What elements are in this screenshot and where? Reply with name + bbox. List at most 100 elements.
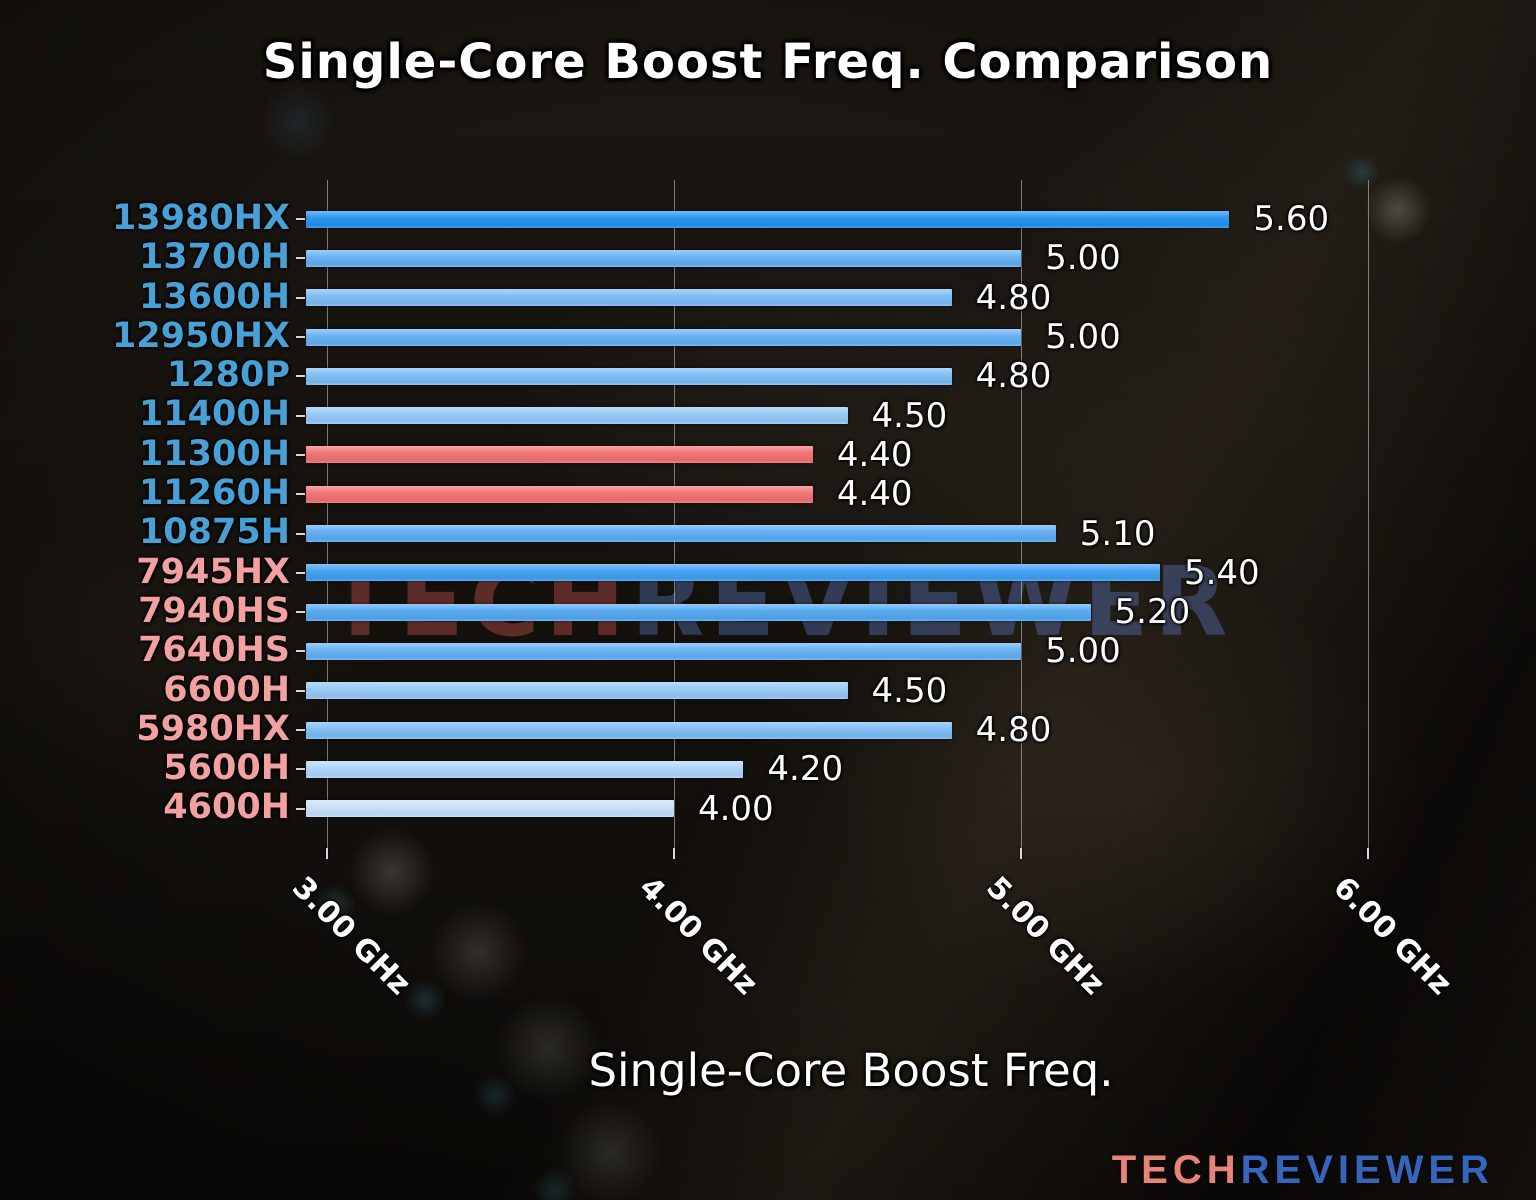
bar-row: 5.40 bbox=[296, 552, 1396, 593]
gridline bbox=[326, 180, 328, 848]
x-tick-mark bbox=[325, 848, 328, 859]
bar-row: 4.40 bbox=[296, 474, 1396, 515]
x-tick-label: 5.00 GHz bbox=[979, 870, 1112, 1002]
y-tick-mark bbox=[296, 729, 305, 731]
cpu-label: 6600H bbox=[163, 669, 290, 710]
brand-logo-reviewer: REVIEWER bbox=[1240, 1148, 1494, 1192]
bar-row: 4.80 bbox=[296, 277, 1396, 318]
y-tick-mark bbox=[296, 414, 305, 417]
frequency-bar bbox=[306, 289, 952, 307]
frequency-bar bbox=[306, 721, 952, 739]
bar-value-label: 5.10 bbox=[1079, 513, 1156, 554]
x-axis-tick-labels: 3.00 GHz 4.00 GHz 5.00 GHz 6.00 GHz bbox=[285, 848, 1458, 1048]
frequency-bar bbox=[306, 525, 1056, 543]
y-tick-mark bbox=[296, 768, 305, 771]
bar-row: 4.80 bbox=[296, 710, 1396, 751]
bar-row: 5.60 bbox=[296, 199, 1396, 240]
cpu-label: 11400H bbox=[138, 394, 290, 435]
cpu-label: 13980HX bbox=[111, 198, 290, 238]
bar-value-label: 4.20 bbox=[767, 749, 844, 790]
frequency-bar bbox=[306, 210, 1230, 228]
x-axis-ticks bbox=[306, 848, 1396, 859]
gridline bbox=[1368, 180, 1370, 848]
frequency-bar bbox=[306, 800, 674, 818]
bar-value-label: 4.50 bbox=[871, 670, 948, 711]
frequency-bar bbox=[306, 328, 1022, 346]
cpu-label: 5980HX bbox=[136, 708, 290, 749]
bars-area: 5.60 5.00 4.80 5.00 4.80 4.50 4.40 4.40 bbox=[296, 180, 1396, 848]
gridlines bbox=[306, 180, 1396, 848]
cpu-label: 7945HX bbox=[136, 551, 290, 592]
brand-logo: TECHREVIEWER bbox=[1112, 1148, 1494, 1193]
cpu-label: 13600H bbox=[138, 276, 290, 317]
bar-row: 4.80 bbox=[296, 356, 1396, 397]
y-tick-mark bbox=[296, 336, 305, 339]
bar-value-label: 5.00 bbox=[1045, 317, 1121, 358]
x-tick-label: 6.00 GHz bbox=[1326, 870, 1459, 1002]
cpu-label: 12950HX bbox=[111, 315, 290, 356]
bar-value-label: 4.50 bbox=[871, 395, 948, 436]
bar-row: 5.00 bbox=[296, 238, 1396, 279]
frequency-bar bbox=[306, 446, 813, 464]
y-tick-mark bbox=[296, 807, 305, 810]
frequency-bar bbox=[306, 760, 744, 778]
cpu-label: 10875H bbox=[138, 512, 290, 553]
bar-row: 4.20 bbox=[296, 749, 1396, 790]
cpu-label: 5600H bbox=[163, 748, 290, 789]
bar-value-label: 4.00 bbox=[697, 788, 774, 829]
bar-row: 4.40 bbox=[296, 434, 1396, 475]
frequency-bar bbox=[306, 367, 952, 385]
x-tick-label: 3.00 GHz bbox=[285, 870, 418, 1002]
bar-row: 4.50 bbox=[296, 670, 1396, 711]
cpu-label: 1280P bbox=[166, 355, 290, 396]
y-tick-mark bbox=[296, 218, 305, 221]
y-tick-mark bbox=[296, 650, 305, 653]
y-tick-mark bbox=[296, 611, 305, 614]
y-tick-mark bbox=[296, 296, 305, 299]
y-tick-mark bbox=[296, 571, 305, 574]
y-tick-mark bbox=[296, 532, 305, 535]
brand-logo-tech: TECH bbox=[1111, 1148, 1241, 1192]
bar-value-label: 5.60 bbox=[1253, 199, 1330, 240]
bar-value-label: 5.00 bbox=[1045, 238, 1121, 279]
x-tick-mark bbox=[672, 848, 675, 859]
bar-value-label: 4.40 bbox=[836, 474, 913, 515]
bar-value-label: 4.40 bbox=[836, 434, 913, 475]
frequency-bar bbox=[306, 485, 813, 503]
bar-value-label: 4.80 bbox=[975, 277, 1052, 318]
x-tick-label: 4.00 GHz bbox=[632, 870, 765, 1002]
x-axis-title: Single-Core Boost Freq. bbox=[588, 1044, 1114, 1097]
y-axis-labels: 13980HX 13700H 13600H 12950HX 1280P 11400H 113… bbox=[0, 198, 290, 828]
cpu-label: 7640HS bbox=[138, 630, 290, 671]
bar-row: 5.10 bbox=[296, 513, 1396, 554]
cpu-label: 13700H bbox=[138, 237, 290, 278]
y-tick-mark bbox=[296, 493, 305, 496]
y-tick-mark bbox=[296, 453, 305, 456]
bar-row: 4.50 bbox=[296, 395, 1396, 436]
frequency-bar bbox=[306, 603, 1091, 621]
bar-row: 5.20 bbox=[296, 592, 1396, 633]
gridline bbox=[673, 180, 675, 848]
frequency-bar bbox=[306, 642, 1022, 660]
gridline bbox=[1021, 180, 1023, 848]
frequency-bar bbox=[306, 407, 848, 425]
x-tick-mark bbox=[1020, 848, 1023, 859]
cpu-label: 7940HS bbox=[138, 590, 290, 631]
frequency-bar bbox=[306, 564, 1160, 582]
y-tick-mark bbox=[296, 257, 305, 260]
bar-value-label: 5.40 bbox=[1183, 552, 1260, 593]
cpu-label: 11300H bbox=[138, 433, 290, 474]
bar-value-label: 5.20 bbox=[1114, 592, 1191, 633]
y-tick-mark bbox=[296, 375, 305, 378]
bar-row: 4.00 bbox=[296, 788, 1396, 829]
y-tick-mark bbox=[296, 689, 305, 692]
bar-value-label: 4.80 bbox=[975, 356, 1052, 397]
bar-row: 5.00 bbox=[296, 631, 1396, 672]
cpu-label: 4600H bbox=[163, 787, 290, 828]
frequency-bar bbox=[306, 682, 848, 700]
x-tick-mark bbox=[1367, 848, 1370, 859]
bar-value-label: 4.80 bbox=[975, 710, 1052, 751]
bar-value-label: 5.00 bbox=[1045, 631, 1121, 672]
chart-title: Single-Core Boost Freq. Comparison bbox=[262, 34, 1274, 90]
